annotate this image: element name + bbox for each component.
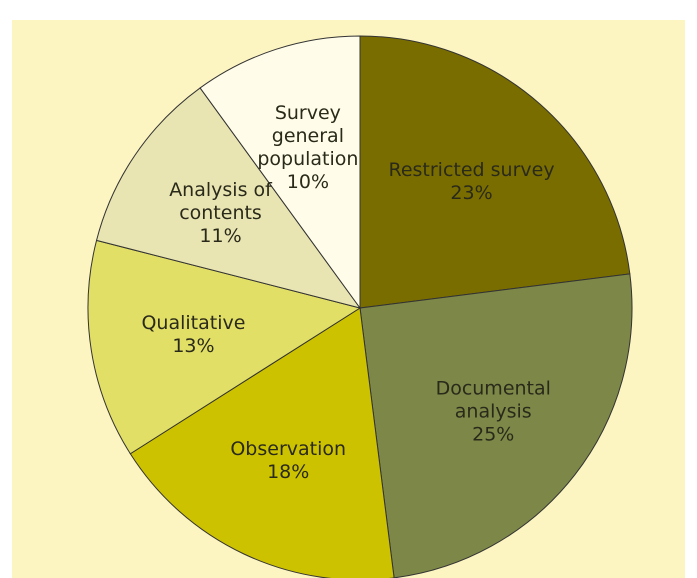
slice-label-line: population [257,148,358,170]
slice-label-line: Qualitative [141,311,245,333]
pie-slice [129,307,395,578]
slice-label: Documental analysis 25% [436,377,551,445]
slice-label: Analysis of contents 11% [169,179,273,247]
slice-value-label: 23% [450,182,492,204]
slice-value-label: 11% [199,225,241,247]
slice-label-line: contents [179,202,262,224]
pie-slice [359,273,633,578]
slice-label: Observation 18% [230,438,346,483]
pie-slice [199,35,361,310]
slice-value-label: 25% [472,423,514,445]
slice-label-line: analysis [455,400,532,422]
slice-label: Survey general population 10% [257,102,358,193]
slice-label: Restricted survey 23% [388,159,554,204]
pie-slice [95,87,362,309]
slice-value-label: 13% [172,334,214,356]
slice-label-line: Restricted survey [388,159,554,181]
slice-label-line: Analysis of [169,179,273,201]
slice-label-line: general [272,125,344,147]
slice-label: Qualitative 13% [141,311,245,356]
pie-slice [359,35,631,309]
slice-label-line: Observation [230,438,346,460]
slice-label-line: Documental [436,377,551,399]
slice-value-label: 10% [287,171,329,193]
slice-label-line: Survey [275,102,341,124]
pie-slice [87,239,362,455]
slice-value-label: 18% [267,461,309,483]
